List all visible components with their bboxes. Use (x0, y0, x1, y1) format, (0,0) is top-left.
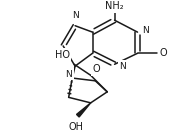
Text: N: N (73, 11, 79, 20)
Text: NH₂: NH₂ (105, 1, 124, 11)
Polygon shape (77, 103, 91, 117)
Text: N: N (66, 70, 72, 79)
Text: O: O (160, 48, 167, 58)
Text: N: N (119, 62, 126, 71)
Text: HO: HO (55, 50, 70, 60)
Text: OH: OH (69, 122, 84, 132)
Text: O: O (92, 64, 100, 74)
Text: N: N (142, 26, 149, 35)
